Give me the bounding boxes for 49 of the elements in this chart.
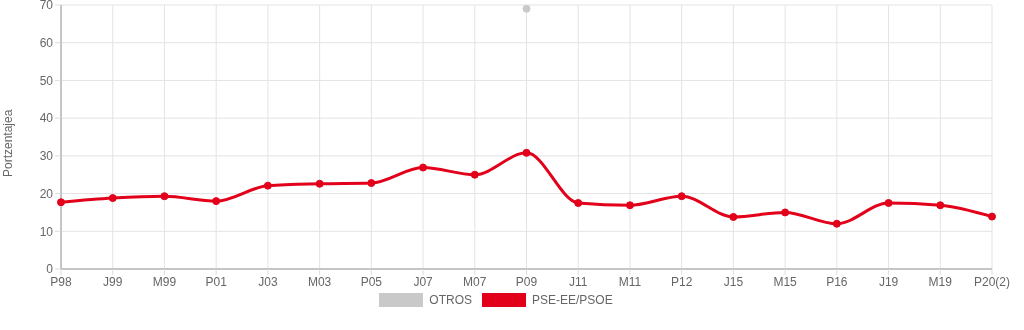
y-axis-title: Portzentajea: [1, 109, 16, 177]
x-tick-label: J07: [413, 274, 434, 289]
x-tick-label: J11: [568, 274, 588, 289]
x-tick-label: P09: [515, 274, 538, 289]
y-tick-label: 30: [39, 149, 54, 164]
y-tick-label: 40: [39, 111, 54, 126]
x-tick-label: M11: [618, 274, 642, 289]
x-tick-label: M15: [773, 274, 798, 289]
point: [988, 212, 996, 221]
x-tick-label: P16: [826, 274, 848, 289]
point: [160, 192, 169, 201]
x-tick-label: J19: [878, 274, 899, 289]
x-tick-label: P20(2): [973, 274, 1011, 289]
point: [419, 163, 428, 172]
point: [884, 199, 893, 207]
y-tick-label: 50: [39, 73, 54, 88]
x-tick-label: M19: [928, 274, 953, 289]
legend-label: OTROS: [429, 293, 472, 307]
x-tick-label: P12: [670, 274, 693, 289]
point: [522, 148, 531, 157]
x-tick-label: P05: [360, 274, 383, 289]
point: [212, 197, 221, 206]
x-tick-label: P01: [205, 274, 228, 289]
point: [781, 208, 790, 217]
y-tick-label: 20: [39, 186, 54, 201]
x-tick-label: J15: [723, 274, 744, 289]
y-tick-label: 60: [39, 35, 54, 50]
point: [625, 201, 634, 210]
point: [677, 192, 686, 201]
point: [108, 194, 117, 203]
point: [57, 198, 65, 207]
point: [315, 179, 324, 188]
point: [832, 219, 841, 228]
point: [936, 201, 945, 210]
x-tick-label: J03: [258, 274, 278, 289]
point: [263, 181, 272, 190]
point: [729, 212, 738, 221]
y-tick-label: 0: [46, 262, 54, 277]
x-tick-label: J99: [103, 274, 123, 289]
legend-label: PSE-EE/PSOE: [531, 293, 613, 307]
x-tick-label: M07: [463, 274, 487, 289]
point: [470, 170, 479, 179]
x-tick-label: M03: [307, 274, 332, 289]
x-tick-label: P98: [50, 274, 72, 289]
x-tick-label: M99: [152, 274, 177, 289]
point: [574, 199, 583, 207]
y-tick-label: 70: [39, 0, 54, 13]
point: [367, 179, 376, 188]
y-tick-label: 10: [39, 224, 54, 239]
